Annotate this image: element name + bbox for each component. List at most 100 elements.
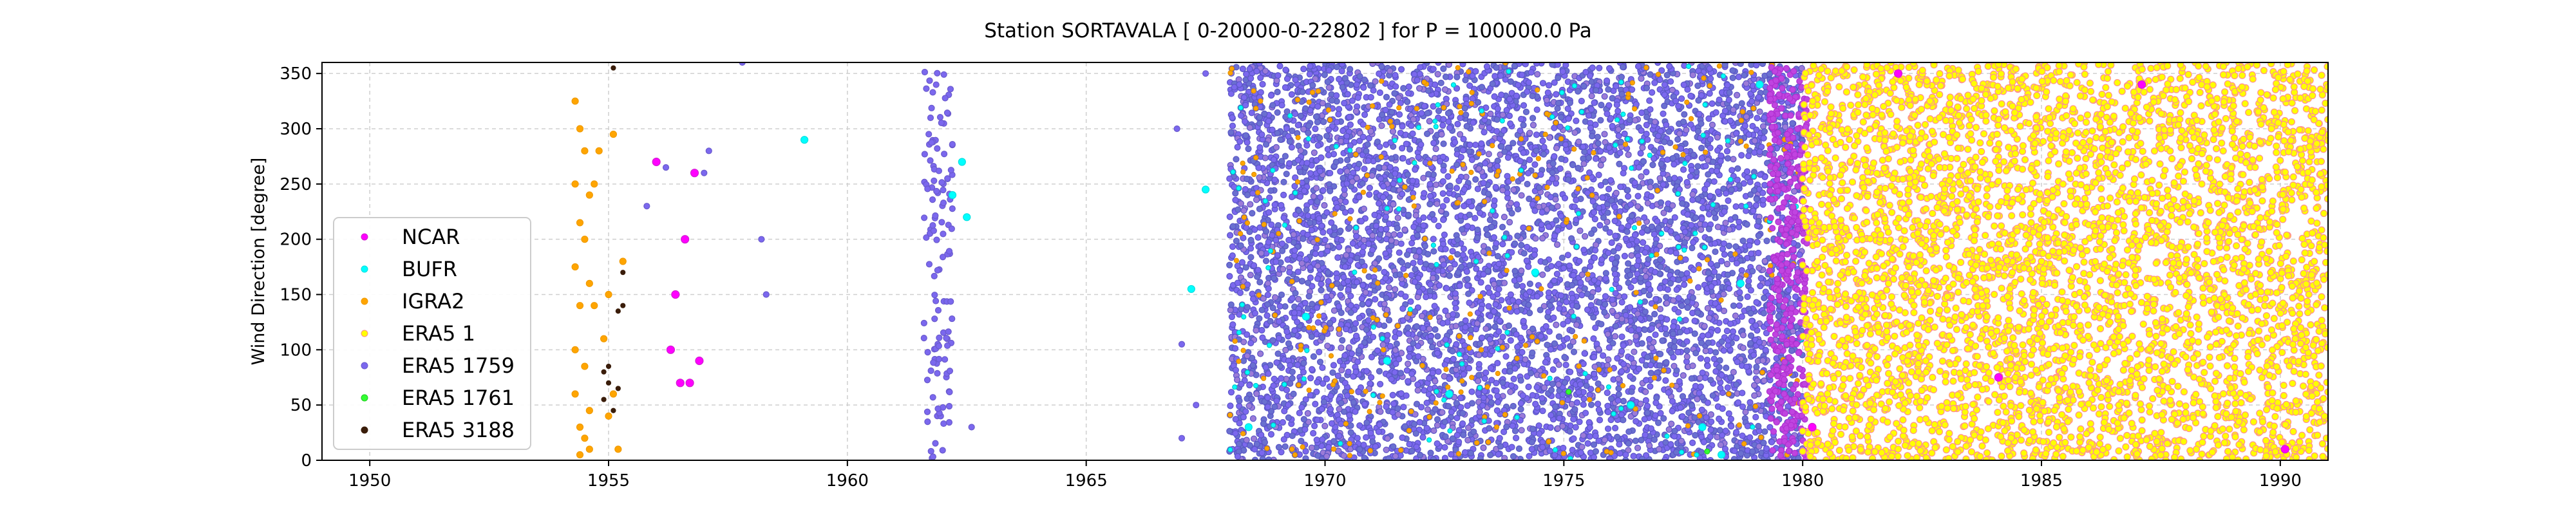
era5-1759-point — [934, 405, 942, 412]
era5-1759-point — [1678, 95, 1685, 102]
era5-1759-point — [1553, 321, 1560, 328]
era5-1759-point — [1242, 185, 1249, 193]
era5-1759-point — [1342, 198, 1349, 205]
era5-1759-point — [1289, 432, 1296, 440]
era5-1759-point — [1508, 210, 1515, 217]
era5-1759-point — [1244, 352, 1251, 359]
era5-1759-point — [1718, 152, 1725, 160]
era5-1759-point — [1341, 209, 1349, 216]
era5-1759-point — [1725, 197, 1732, 204]
era5-1759-point — [1323, 209, 1331, 216]
era5-1759-point — [1481, 375, 1488, 382]
era5-1759-point — [1282, 66, 1289, 73]
era5-1759-point — [1329, 369, 1336, 376]
era5-1759-point — [1402, 293, 1409, 300]
era5-1759-point — [1327, 169, 1334, 177]
era5-1759-point — [1580, 160, 1587, 167]
era5-1759-point — [1408, 239, 1416, 247]
era5-1759-point — [1616, 208, 1624, 215]
era5-1759-point — [1251, 310, 1258, 317]
era5-1759-point — [1590, 335, 1597, 342]
era5-1759-point — [1554, 203, 1561, 210]
era5-1759-point — [1423, 424, 1430, 432]
era5-1759-point — [933, 81, 940, 88]
era5-1759-point — [1323, 375, 1331, 382]
era5-1759-point — [1627, 373, 1634, 380]
era5-1759-point — [1621, 293, 1628, 300]
era5-1759-point — [1643, 402, 1651, 409]
era5-1759-point — [1664, 286, 1671, 293]
era5-1759-point — [1550, 314, 1557, 321]
era5-1759-point — [1641, 214, 1648, 221]
era5-1759-point — [1663, 316, 1671, 323]
era5-1759-point — [1707, 276, 1714, 283]
era5-1759-point — [1607, 416, 1615, 424]
era5-1759-point — [1243, 70, 1250, 78]
era5-1759-point — [1547, 424, 1554, 431]
era5-1759-point — [942, 95, 949, 102]
era5-1759-point — [1454, 251, 1461, 258]
era5-1759-point — [1347, 309, 1354, 316]
era5-1759-point — [1657, 263, 1664, 270]
era5-1759-point — [1690, 151, 1697, 158]
era5-1759-point — [1714, 223, 1721, 230]
era5-1759-point — [1680, 81, 1687, 88]
era5-1759-point — [1653, 295, 1660, 303]
era5-1759-point — [1697, 383, 1704, 390]
era5-1759-point — [1450, 311, 1457, 318]
era5-1759-point — [921, 151, 928, 158]
era5-1759-point — [1448, 408, 1455, 416]
era5-1759-point — [1604, 110, 1611, 117]
era5-1759-point — [1506, 112, 1513, 120]
era5-1759-point — [1460, 371, 1467, 378]
era5-1759-point — [1246, 124, 1253, 131]
era5-1759-point — [1587, 401, 1595, 408]
era5-1759-point — [1584, 440, 1591, 447]
era5-1759-point — [1387, 342, 1394, 350]
era5-1759-point — [1463, 123, 1470, 130]
era5-1759-point — [1405, 324, 1412, 332]
era5-1759-point — [1253, 327, 1260, 334]
era5-1759-point — [1515, 82, 1522, 89]
era5-1759-point — [1496, 435, 1503, 442]
era5-1759-point — [1663, 71, 1671, 79]
era5-1759-point — [1418, 312, 1426, 320]
era5-1759-point — [1477, 305, 1485, 313]
era5-1759-point — [1559, 68, 1566, 75]
era5-1759-point — [1704, 362, 1711, 370]
era5-1759-point — [1539, 80, 1547, 87]
era5-1759-point — [1461, 202, 1468, 210]
era5-1759-point — [1314, 118, 1321, 126]
era5-1759-point — [1578, 271, 1586, 278]
era5-1759-point — [1510, 453, 1517, 460]
era5-1759-point — [1397, 66, 1405, 73]
era5-1759-point — [1588, 93, 1595, 100]
era5-1759-point — [1674, 136, 1681, 143]
era5-1759-point — [1760, 135, 1767, 142]
era5-1759-point — [1643, 169, 1650, 176]
era5-1759-point — [1240, 357, 1247, 364]
era5-1759-point — [1517, 400, 1524, 407]
era5-1759-point — [1681, 111, 1688, 118]
era5-1759-point — [1592, 247, 1599, 254]
era5-1759-point — [1430, 456, 1437, 460]
era5-1759-point — [1443, 285, 1450, 292]
era5-1759-point — [1383, 225, 1390, 232]
era5-1759-point — [1580, 143, 1587, 151]
era5-1759-point — [1421, 190, 1428, 197]
era5-1759-point — [1642, 377, 1650, 384]
era5-1759-point — [1389, 128, 1397, 135]
era5-1759-point — [1392, 71, 1399, 79]
era5-1759-point — [1683, 179, 1690, 186]
era5-1759-point — [1539, 395, 1546, 402]
era5-1759-point — [1312, 185, 1320, 192]
era5-1759-point — [938, 119, 945, 127]
era5-1759-point — [1439, 190, 1446, 197]
era5-1759-point — [1694, 284, 1702, 291]
era5-1759-point — [1587, 230, 1595, 237]
era5-1759-point — [1504, 173, 1511, 180]
data-points — [571, 62, 2328, 460]
era5-1759-point — [1475, 389, 1482, 397]
era5-1759-point — [1533, 106, 1540, 113]
era5-1759-point — [934, 145, 941, 152]
